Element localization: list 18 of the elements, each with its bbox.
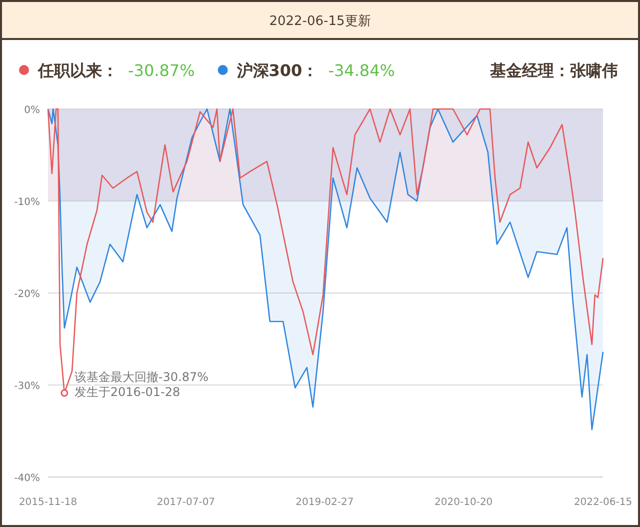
y-tick-label: -40% xyxy=(14,473,40,484)
x-tick-label: 2022-06-15 xyxy=(574,497,632,508)
x-tick-label: 2015-11-18 xyxy=(18,497,78,508)
x-tick-label: 2017-07-07 xyxy=(156,497,216,508)
legend-label: 沪深300： xyxy=(236,61,318,80)
annotation: 发生于2016-01-28 xyxy=(74,385,180,400)
annotation: 该基金最大回撤-30.87% xyxy=(74,370,209,384)
text: -30.87% xyxy=(128,61,195,80)
x-tick-label: 2019-02-27 xyxy=(296,497,354,508)
text: -34.84% xyxy=(328,61,395,80)
text: 基金经理：张啸伟 xyxy=(489,61,618,80)
y-tick-label: -10% xyxy=(14,197,40,208)
x-tick-label: 2020-10-20 xyxy=(434,497,493,508)
legend-label: 任职以来： xyxy=(37,61,118,80)
y-tick-label: -30% xyxy=(14,381,40,392)
y-tick-label: 0% xyxy=(24,105,40,116)
y-tick-label: -20% xyxy=(14,289,40,300)
chart-title: 2022-06-15更新 xyxy=(269,14,371,29)
